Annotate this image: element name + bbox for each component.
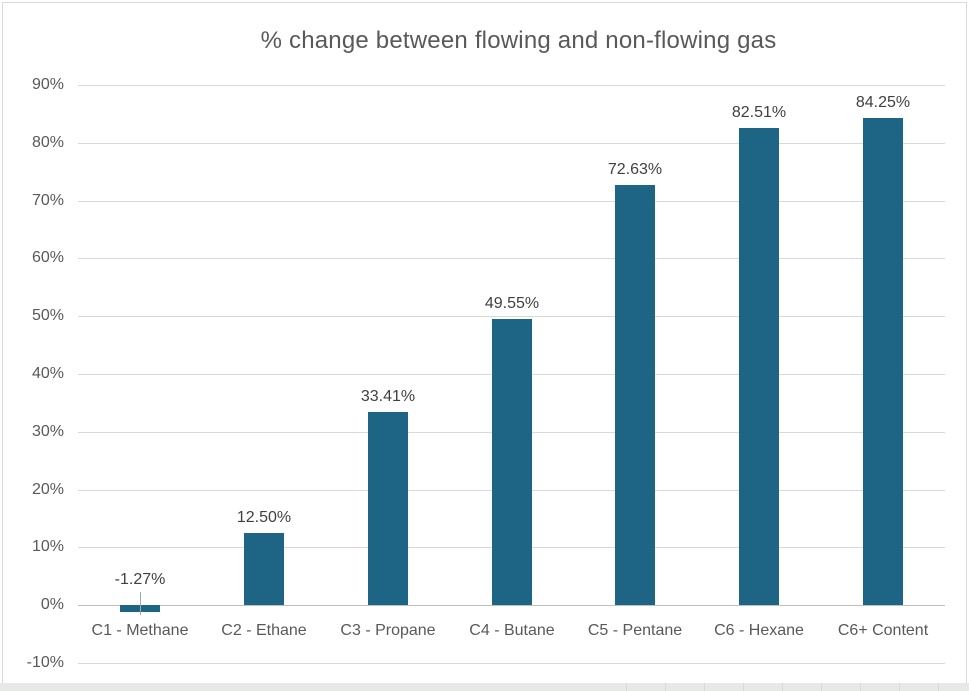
category-label-c5-pentane: C5 - Pentane <box>587 622 683 639</box>
leader-line-c1-methane <box>140 592 141 615</box>
category-label-c2-ethane: C2 - Ethane <box>221 622 307 639</box>
bar-c4-butane[interactable] <box>492 319 532 605</box>
y-tick-label-90: 90% <box>31 76 64 93</box>
gridline-80 <box>78 143 945 144</box>
bar-c5-pentane[interactable] <box>615 185 655 605</box>
y-tick-label-80: 80% <box>31 134 64 151</box>
bar-c2-ethane[interactable] <box>244 533 284 605</box>
y-tick-label--10: -10% <box>26 654 64 671</box>
gridline-60 <box>78 258 945 259</box>
gridline--10 <box>78 663 945 664</box>
y-tick-label-60: 60% <box>31 249 64 266</box>
data-label-c6-hexane: 82.51% <box>731 104 787 121</box>
data-label-c3-propane: 33.41% <box>360 388 416 405</box>
gridline-50 <box>78 316 945 317</box>
category-label-c3-propane: C3 - Propane <box>340 622 436 639</box>
category-label-c4-butane: C4 - Butane <box>469 622 555 639</box>
data-label-c1-methane: -1.27% <box>114 571 166 588</box>
category-label-c6-hexane: C6 - Hexane <box>714 622 804 639</box>
chart-title: % change between flowing and non-flowing… <box>260 27 777 54</box>
gridline-90 <box>78 85 945 86</box>
data-label-c2-ethane: 12.50% <box>236 509 292 526</box>
y-tick-label-20: 20% <box>31 481 64 498</box>
x-axis-line <box>78 605 945 606</box>
data-label-c5-pentane: 72.63% <box>607 161 663 178</box>
bar-c6-content[interactable] <box>863 118 903 605</box>
y-tick-label-70: 70% <box>31 192 64 209</box>
spreadsheet-gridline-marks <box>588 683 969 691</box>
y-tick-label-10: 10% <box>31 538 64 555</box>
bar-c6-hexane[interactable] <box>739 128 779 605</box>
y-tick-label-40: 40% <box>31 365 64 382</box>
bar-c3-propane[interactable] <box>368 412 408 605</box>
gridline-70 <box>78 201 945 202</box>
spreadsheet-edge-strip <box>0 683 969 691</box>
y-tick-label-50: 50% <box>31 307 64 324</box>
category-label-c6-content: C6+ Content <box>837 622 929 639</box>
y-tick-label-0: 0% <box>40 596 64 613</box>
data-label-c4-butane: 49.55% <box>484 295 540 312</box>
data-label-c6-content: 84.25% <box>855 94 911 111</box>
category-label-c1-methane: C1 - Methane <box>91 622 189 639</box>
y-tick-label-30: 30% <box>31 423 64 440</box>
